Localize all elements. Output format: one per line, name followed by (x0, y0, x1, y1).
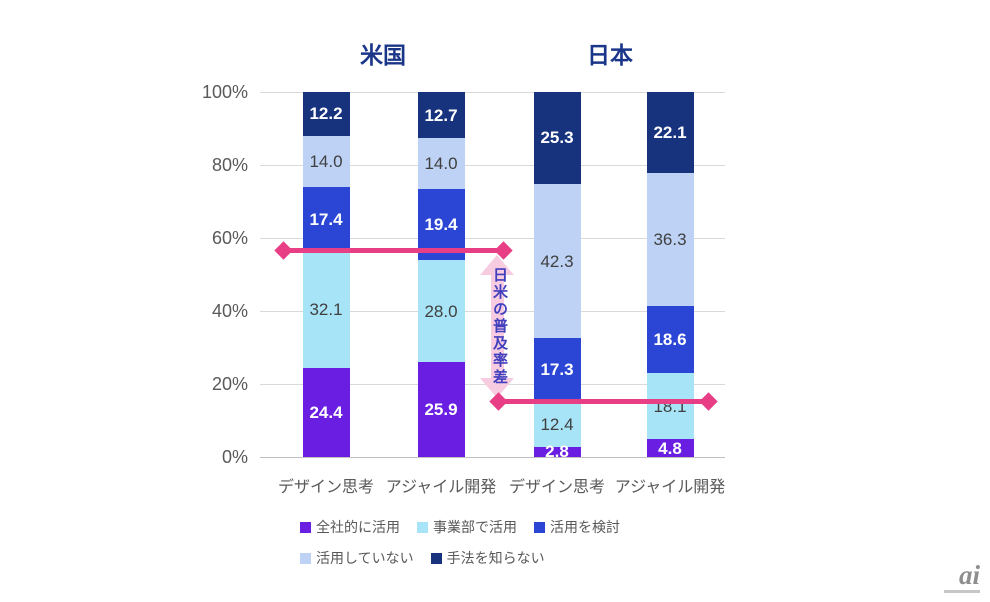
bar-value-label: 4.8 (658, 438, 682, 457)
bar-segment: 17.3 (533, 338, 581, 402)
bar-value-label: 18.6 (653, 329, 687, 349)
legend-label: 全社的に活用 (316, 519, 400, 535)
legend-item: 活用していない (300, 548, 414, 568)
bar-segment: 24.4 (302, 367, 350, 457)
bar-segment: 12.4 (533, 401, 581, 447)
bar-segment: 36.3 (646, 173, 694, 306)
bar-segment: 12.7 (417, 92, 465, 139)
bar-value-label: 25.3 (540, 128, 574, 148)
x-category-label: アジャイル開発 (385, 479, 497, 496)
plot-area: 24.4 32.1 17.4 14.0 12.2 デザイン思考 25.9 28.0 19.4 14… (260, 92, 725, 496)
bar-segment: 2.8 (533, 443, 581, 457)
y-tick-label: 40% (211, 301, 248, 321)
bar-segment: 32.1 (302, 250, 350, 368)
bar-value-label: 17.4 (309, 209, 343, 229)
y-axis: 100% 80% 60% 40% 20% 0% (170, 82, 248, 467)
bar-segment: 18.1 (646, 373, 694, 440)
bar-2: 25.9 28.0 19.4 14.0 12.7 (417, 92, 465, 457)
legend-item: 全社的に活用 (300, 517, 400, 537)
legend-row: 全社的に活用 事業部で活用 活用を検討 (300, 517, 620, 537)
gap-annotation-label: 日米の普及率差 (491, 266, 508, 386)
bar-segment: 4.8 (646, 438, 694, 457)
legend-row: 活用していない 手法を知らない (300, 548, 545, 568)
bar-1: 24.4 32.1 17.4 14.0 12.2 (302, 92, 350, 457)
legend: 全社的に活用 事業部で活用 活用を検討活用していない 手法を知らない (300, 517, 620, 568)
bar-value-label: 12.2 (309, 104, 343, 124)
arrow-down-head-icon (480, 377, 514, 398)
bar-segment: 17.4 (302, 187, 350, 251)
legend-swatch (300, 521, 311, 533)
legend-label: 活用を検討 (550, 519, 620, 535)
bar-value-label: 12.7 (424, 105, 458, 125)
gridline (260, 92, 725, 93)
y-tick-label: 20% (211, 374, 248, 394)
gap-double-arrow-icon (480, 254, 514, 398)
bar-segment: 28.0 (417, 260, 465, 363)
logo-text: ai (958, 560, 980, 590)
group-title-us: 米国 (360, 42, 406, 68)
bar-value-label: 42.3 (540, 251, 574, 271)
gridline (260, 238, 725, 239)
us-reference-line (280, 248, 506, 254)
arrow-shaft (490, 274, 504, 378)
bar-segment: 22.1 (646, 92, 694, 174)
legend-item: 事業部で活用 (417, 517, 517, 537)
bar-segment: 18.6 (646, 305, 694, 374)
bar-value-label: 12.4 (540, 414, 574, 434)
gridline (260, 165, 725, 166)
bar-value-label: 14.0 (424, 154, 458, 174)
bar-4: 4.8 18.1 18.6 36.3 22.1 (646, 92, 694, 457)
bar-3: 2.8 12.4 17.3 42.3 25.3 (533, 92, 581, 457)
japan-reference-line (492, 399, 712, 405)
publisher-logo: ai (944, 562, 980, 593)
group-title-japan: 日本 (587, 42, 633, 68)
legend-item: 手法を知らない (430, 548, 545, 568)
y-tick-label: 60% (211, 228, 248, 248)
y-tick-label: 80% (211, 155, 248, 175)
legend-swatch (417, 521, 428, 533)
bar-value-label: 19.4 (424, 215, 458, 235)
legend-item: 活用を検討 (534, 517, 620, 537)
legend-swatch (534, 521, 545, 533)
legend-swatch (300, 552, 311, 564)
x-category-label: アジャイル開発 (614, 479, 726, 496)
bar-segment: 25.3 (533, 92, 581, 184)
x-category-label: デザイン思考 (277, 479, 374, 496)
bar-value-label: 25.9 (424, 400, 458, 420)
logo-subtext-bar (944, 590, 980, 593)
bar-value-label: 17.3 (540, 360, 574, 380)
legend-swatch (430, 552, 442, 564)
legend-label: 事業部で活用 (433, 519, 517, 535)
y-tick-label: 0% (221, 447, 248, 467)
bar-segment: 25.9 (417, 362, 465, 457)
bar-segment: 42.3 (533, 183, 581, 339)
bar-value-label: 36.3 (653, 229, 687, 249)
bar-segment: 12.2 (302, 92, 350, 137)
bar-value-label: 22.1 (653, 123, 687, 143)
legend-label: 活用していない (316, 550, 414, 566)
bar-value-label: 24.4 (309, 402, 343, 422)
arrow-up-head-icon (480, 254, 514, 275)
x-category-label: デザイン思考 (508, 479, 605, 496)
bar-value-label: 28.0 (424, 301, 458, 321)
x-axis-line (260, 457, 725, 458)
bar-segment: 14.0 (302, 136, 350, 188)
y-tick-label: 100% (201, 82, 248, 102)
bar-value-label: 14.0 (309, 152, 343, 172)
bar-value-label: 2.8 (545, 442, 569, 457)
legend-label: 手法を知らない (446, 550, 545, 566)
bar-value-label: 32.1 (309, 299, 343, 319)
bar-segment: 14.0 (417, 138, 465, 190)
